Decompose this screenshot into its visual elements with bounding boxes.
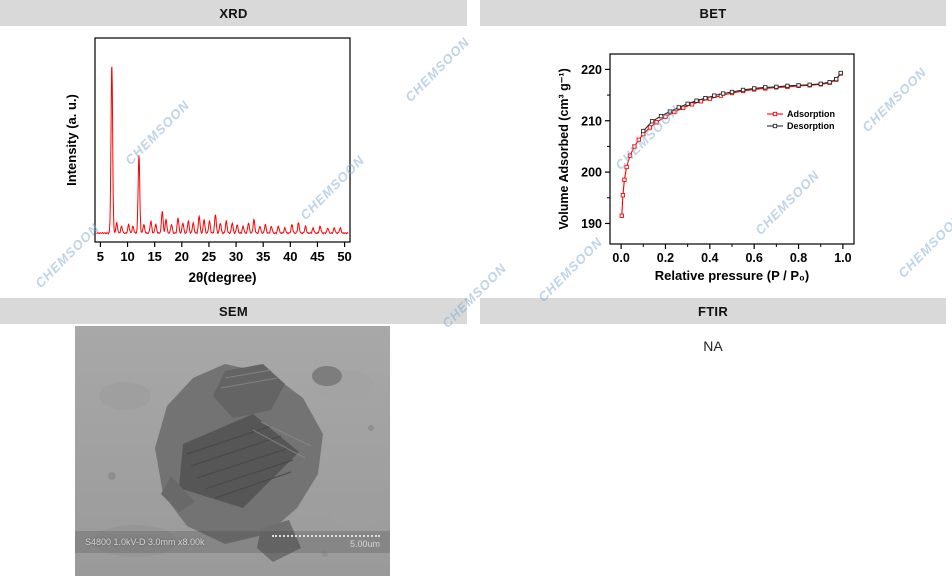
svg-text:0.6: 0.6 [745,251,762,265]
bet-y-axis-label: Volume Adsorbed (cm³ g⁻¹) [557,68,571,229]
svg-text:45: 45 [310,249,324,264]
svg-text:30: 30 [229,249,243,264]
svg-text:220: 220 [581,63,602,77]
xrd-chart: 5 10 15 20 25 30 35 40 45 50 2θ(degree) Intensity (… [0,26,467,298]
svg-text:0.0: 0.0 [612,251,629,265]
sem-scale-bar: 5.00um [272,535,380,549]
ftir-panel-title: FTIR [697,303,729,319]
bet-chart-svg: 0.0 0.2 0.4 0.6 0.8 1.0 190 200 210 220 Adsorption… [557,53,855,283]
sem-panel-header: SEM [0,298,467,324]
bet-panel-header: BET [480,0,946,26]
sem-image: S4800 1.0kV-D 3.0mm x8.00k 5.00um [75,326,390,576]
svg-text:20: 20 [175,249,189,264]
bet-legend-desorption: Desorption [787,121,835,131]
bet-chart: 0.0 0.2 0.4 0.6 0.8 1.0 190 200 210 220 Adsorption… [480,26,946,298]
bet-x-axis-label: Relative pressure (P / P₀) [655,268,809,283]
svg-text:190: 190 [581,217,602,231]
sem-micrograph [75,326,390,576]
bet-series-desorption [642,72,842,132]
sem-scale-ticks [272,535,380,537]
xrd-chart-svg: 5 10 15 20 25 30 35 40 45 50 2θ(degree) Intensity (… [64,37,352,285]
svg-text:10: 10 [120,249,134,264]
svg-text:35: 35 [256,249,270,264]
xrd-trace [96,66,349,235]
bet-panel-title: BET [699,5,727,21]
sem-info-text: S4800 1.0kV-D 3.0mm x8.00k [85,537,205,547]
svg-text:0.8: 0.8 [790,251,807,265]
bet-legend-adsorption: Adsorption [787,109,835,119]
svg-text:0.2: 0.2 [657,251,674,265]
svg-text:5: 5 [97,249,104,264]
svg-text:25: 25 [202,249,216,264]
xrd-panel-header: XRD [0,0,467,26]
svg-text:40: 40 [283,249,297,264]
xrd-x-axis-label: 2θ(degree) [188,270,256,285]
svg-text:50: 50 [337,249,351,264]
sem-scale-label: 5.00um [349,539,380,549]
svg-text:1.0: 1.0 [834,251,851,265]
sem-panel-title: SEM [218,303,249,319]
svg-text:15: 15 [147,249,161,264]
sem-info-bar: S4800 1.0kV-D 3.0mm x8.00k 5.00um [75,531,390,553]
xrd-y-axis-label: Intensity (a. u.) [64,94,79,186]
svg-text:200: 200 [581,166,602,180]
ftir-panel-header: FTIR [480,298,946,324]
ftir-content: NA [480,324,946,356]
svg-text:0.4: 0.4 [701,251,718,265]
ftir-value: NA [703,338,723,354]
svg-text:210: 210 [581,114,602,128]
xrd-panel-title: XRD [219,5,248,21]
